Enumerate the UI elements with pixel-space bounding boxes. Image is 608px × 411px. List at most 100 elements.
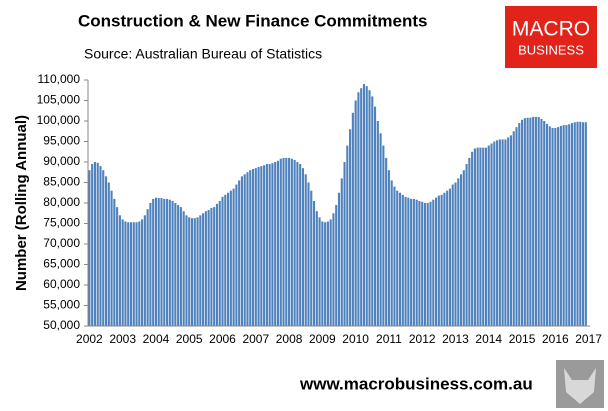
bar	[512, 131, 515, 326]
bar	[110, 190, 113, 326]
x-tick-label: 2014	[475, 332, 502, 346]
x-tick-label: 2009	[309, 332, 336, 346]
bar	[185, 215, 188, 326]
bar	[146, 209, 149, 326]
bar	[393, 186, 396, 326]
bar	[324, 222, 327, 326]
bar	[304, 174, 307, 326]
bar	[545, 123, 549, 327]
bar	[318, 217, 321, 326]
bar	[529, 117, 532, 326]
bar	[118, 215, 121, 326]
bar	[509, 135, 513, 326]
bar	[362, 84, 366, 326]
bar	[559, 125, 562, 326]
bar	[321, 221, 324, 326]
bar	[476, 147, 479, 326]
bar	[443, 192, 446, 326]
bar	[196, 217, 199, 326]
bar	[562, 125, 565, 326]
bar	[149, 203, 152, 326]
bar	[482, 147, 485, 326]
bar	[401, 194, 404, 326]
bar	[204, 211, 207, 326]
bar	[174, 203, 177, 326]
bar	[398, 192, 402, 326]
bar	[554, 127, 557, 326]
y-tick-label: 75,000	[43, 216, 80, 230]
bar	[221, 196, 224, 326]
bar	[379, 133, 382, 326]
bar	[437, 195, 440, 326]
bar	[107, 182, 110, 326]
x-tick-label: 2007	[242, 332, 269, 346]
bar	[462, 170, 465, 326]
bar	[471, 151, 474, 326]
bar	[271, 163, 274, 326]
bar	[573, 122, 576, 326]
x-tick-label: 2015	[509, 332, 536, 346]
bar	[299, 164, 302, 326]
bar	[473, 148, 476, 326]
bar	[240, 176, 243, 326]
bar	[526, 117, 529, 326]
x-tick-label: 2012	[409, 332, 436, 346]
bar	[163, 198, 166, 326]
y-tick-label: 55,000	[43, 298, 80, 312]
y-axis-label: Number (Rolling Annual)	[13, 115, 30, 291]
bar	[171, 200, 174, 326]
bar	[143, 215, 146, 326]
bar	[326, 221, 329, 326]
bar	[465, 164, 468, 326]
bar	[96, 162, 99, 326]
bar	[218, 200, 221, 326]
x-tick-label: 2017	[575, 332, 602, 346]
bar	[224, 194, 227, 326]
y-tick-label: 70,000	[43, 236, 80, 250]
bar	[251, 168, 255, 326]
bar	[329, 219, 332, 326]
y-tick-label: 95,000	[43, 134, 80, 148]
bar	[368, 90, 371, 326]
bar	[582, 122, 585, 326]
bar	[568, 124, 571, 326]
wolf-head	[564, 368, 596, 404]
x-tick-label: 2005	[176, 332, 203, 346]
x-tick-label: 2006	[209, 332, 236, 346]
bar	[213, 207, 216, 326]
bar	[307, 182, 310, 326]
bar	[501, 139, 504, 326]
bar	[360, 88, 363, 326]
chart-subtitle: Source: Australian Bureau of Statistics	[84, 46, 322, 62]
bar	[504, 139, 507, 326]
bar	[448, 188, 451, 326]
bar	[285, 157, 288, 326]
bar	[238, 180, 241, 326]
bar	[268, 164, 271, 326]
bar	[249, 170, 252, 326]
bar	[129, 222, 133, 326]
bar	[215, 203, 219, 326]
bar	[116, 207, 119, 326]
bar	[91, 164, 94, 326]
bar	[168, 199, 171, 326]
bar	[293, 159, 296, 326]
bar	[102, 170, 105, 326]
y-tick-label: 85,000	[43, 175, 80, 189]
bar	[459, 174, 463, 326]
bar	[520, 119, 524, 327]
bar	[532, 116, 535, 327]
bar	[576, 121, 579, 326]
bar	[404, 196, 407, 326]
bar	[121, 219, 124, 326]
bar	[179, 207, 182, 326]
bar	[274, 162, 277, 326]
bar	[351, 112, 354, 326]
bar	[202, 213, 205, 326]
logo: MACRO BUSINESS	[505, 6, 597, 68]
y-tick-label: 105,000	[37, 93, 81, 107]
bar	[229, 190, 232, 326]
bar	[177, 205, 180, 326]
bar	[260, 166, 263, 326]
